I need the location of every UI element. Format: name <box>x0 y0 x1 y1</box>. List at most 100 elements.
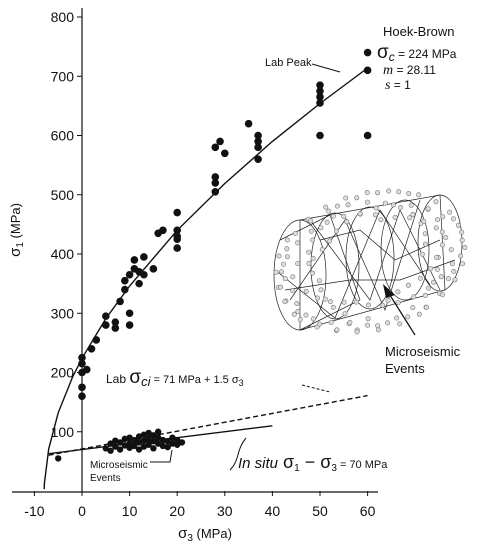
data-point <box>92 336 101 344</box>
data-point <box>82 365 91 374</box>
data-point <box>211 143 220 152</box>
event-dot <box>310 255 316 261</box>
event-dot <box>385 320 391 326</box>
leader-line <box>150 449 173 463</box>
event-dot <box>292 231 298 237</box>
x-tick-label: -10 <box>24 503 44 519</box>
event-dot <box>440 214 446 220</box>
arrow-head <box>383 284 395 298</box>
event-dot <box>291 311 297 317</box>
event-dot <box>322 296 328 302</box>
event-dot <box>354 195 360 201</box>
data-point <box>102 312 110 321</box>
event-dot <box>386 188 392 194</box>
event-dot <box>330 213 336 219</box>
x-axis-label: σ3 (MPa) <box>178 525 232 544</box>
event-dot <box>434 266 440 272</box>
data-point <box>211 187 220 196</box>
data-point <box>363 131 372 140</box>
data-point <box>107 447 114 454</box>
y-tick-label: 700 <box>51 68 75 84</box>
data-point <box>221 149 229 158</box>
lab-equation: Lab σci = 71 MPa + 1.5 σ3 <box>106 367 244 389</box>
data-point <box>174 441 181 448</box>
event-dot <box>433 225 439 231</box>
event-dot <box>295 240 301 246</box>
hoek-s: s = 1 <box>385 78 411 93</box>
data-point <box>164 443 171 451</box>
y-tick-label: 500 <box>51 187 75 203</box>
x-tick-label: 30 <box>217 503 233 519</box>
event-dot <box>365 302 371 308</box>
data-point <box>121 276 129 285</box>
data-point <box>316 87 324 95</box>
leader-line <box>229 437 247 471</box>
y-tick-label: 100 <box>51 424 75 440</box>
event-dot <box>343 195 349 201</box>
data-point <box>131 436 138 444</box>
event-dot <box>434 217 440 223</box>
event-dot <box>394 315 400 321</box>
event-dot <box>452 277 458 283</box>
data-point <box>173 244 181 252</box>
y-tick-label: 400 <box>51 246 75 262</box>
events-label: Microseismic <box>385 344 461 359</box>
event-dot <box>416 311 422 317</box>
sigma-c: σc = 224 MPa <box>377 42 457 64</box>
data-point <box>154 440 162 447</box>
event-dot <box>282 276 288 282</box>
event-dot <box>430 279 436 285</box>
event-dot <box>416 192 422 198</box>
x-tick-label: 0 <box>78 503 86 519</box>
data-point <box>125 321 134 329</box>
leader-line <box>311 63 341 73</box>
event-dot <box>310 270 316 276</box>
cluster-label: Microseismic <box>90 460 148 471</box>
event-dot <box>460 261 466 267</box>
event-dot <box>428 266 434 272</box>
event-dot <box>422 292 428 298</box>
data-point <box>254 155 262 163</box>
event-dot <box>375 190 381 196</box>
events-label: Events <box>385 361 425 376</box>
hoek-m: m = 28.11 <box>383 63 436 78</box>
data-point <box>150 432 157 439</box>
event-dot <box>290 274 296 280</box>
event-dot <box>421 218 427 224</box>
event-dot <box>345 202 351 208</box>
event-dot <box>406 191 412 197</box>
data-point <box>111 324 120 332</box>
event-dot <box>433 199 439 205</box>
data-point <box>316 99 324 107</box>
event-dot <box>438 274 444 280</box>
event-dot <box>328 319 334 325</box>
event-dot <box>315 295 321 301</box>
event-dot <box>284 246 290 252</box>
event-dot <box>364 190 370 196</box>
data-point <box>126 434 133 441</box>
data-point <box>150 445 157 452</box>
data-point <box>363 48 372 57</box>
event-dot <box>297 317 303 323</box>
data-point <box>116 439 124 446</box>
event-dot <box>378 217 384 223</box>
y-tick-label: 800 <box>51 9 75 25</box>
event-dot <box>450 216 456 222</box>
event-dot <box>306 260 312 266</box>
event-dot <box>295 261 301 267</box>
event-dot <box>289 287 295 293</box>
event-dot <box>347 319 353 325</box>
data-point <box>363 66 372 75</box>
y-tick-label: 600 <box>51 128 75 144</box>
event-dot <box>408 202 414 208</box>
mesh-illustration <box>273 188 468 335</box>
event-dot <box>327 299 333 305</box>
event-dot <box>390 202 396 208</box>
data-point <box>174 436 181 444</box>
data-point <box>112 443 119 450</box>
event-dot <box>284 237 290 243</box>
lab-peak-label: Lab Peak <box>265 57 312 69</box>
event-dot <box>294 301 300 307</box>
event-dot <box>364 199 370 205</box>
